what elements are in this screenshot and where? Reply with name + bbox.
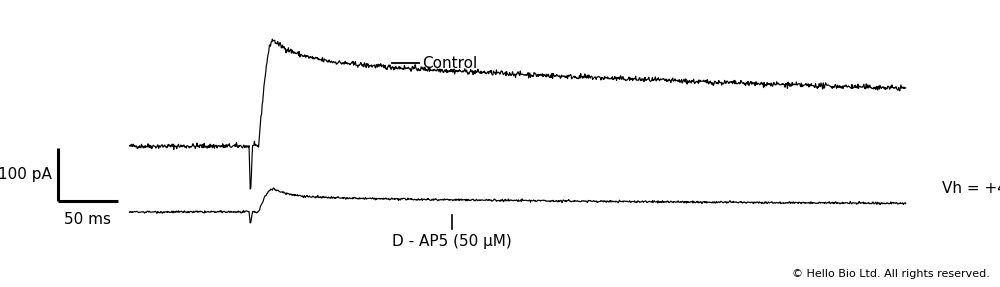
- Text: Vh = +40mV: Vh = +40mV: [942, 181, 1000, 196]
- Text: Control: Control: [422, 56, 478, 71]
- Text: 50 ms: 50 ms: [64, 212, 111, 227]
- Text: D - AP5 (50 μM): D - AP5 (50 μM): [392, 234, 512, 249]
- Text: © Hello Bio Ltd. All rights reserved.: © Hello Bio Ltd. All rights reserved.: [792, 269, 990, 279]
- Text: 100 pA: 100 pA: [0, 167, 52, 182]
